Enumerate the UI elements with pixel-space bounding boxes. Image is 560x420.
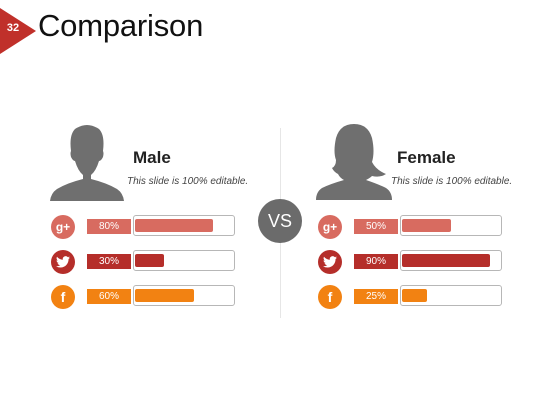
twitter-icon[interactable] xyxy=(318,250,342,274)
female-row-gplus: g+ 50% xyxy=(318,215,504,239)
male-twitter-bar xyxy=(133,250,235,271)
male-twitter-percent: 30% xyxy=(87,254,131,269)
male-gplus-bar xyxy=(133,215,235,236)
male-avatar-icon xyxy=(50,125,124,201)
twitter-icon[interactable] xyxy=(51,250,75,274)
female-facebook-bar xyxy=(400,285,502,306)
female-avatar-icon xyxy=(316,124,392,200)
male-row-twitter: 30% xyxy=(51,250,237,274)
slide-number-badge: 32 xyxy=(0,8,40,54)
google-plus-icon[interactable]: g+ xyxy=(318,215,342,239)
female-facebook-fill xyxy=(402,289,427,302)
male-gplus-fill xyxy=(135,219,213,232)
male-facebook-bar xyxy=(133,285,235,306)
male-row-gplus: g+ 80% xyxy=(51,215,237,239)
male-heading: Male xyxy=(133,148,171,167)
female-gplus-percent: 50% xyxy=(354,219,398,234)
male-row-facebook: f 60% xyxy=(51,285,237,309)
female-facebook-percent: 25% xyxy=(354,289,398,304)
facebook-icon[interactable]: f xyxy=(51,285,75,309)
female-twitter-percent: 90% xyxy=(354,254,398,269)
female-row-twitter: 90% xyxy=(318,250,504,274)
female-twitter-fill xyxy=(402,254,490,267)
facebook-icon[interactable]: f xyxy=(318,285,342,309)
vs-badge: VS xyxy=(258,199,302,243)
female-gplus-bar xyxy=(400,215,502,236)
male-facebook-percent: 60% xyxy=(87,289,131,304)
google-plus-icon[interactable]: g+ xyxy=(51,215,75,239)
male-twitter-fill xyxy=(135,254,164,267)
female-heading: Female xyxy=(397,148,456,167)
female-row-facebook: f 25% xyxy=(318,285,504,309)
male-subtitle: This slide is 100% editable. xyxy=(127,176,249,187)
female-gplus-fill xyxy=(402,219,451,232)
page-title: Comparison xyxy=(38,8,204,43)
slide-number: 32 xyxy=(6,22,20,34)
female-subtitle: This slide is 100% editable. xyxy=(391,176,513,187)
male-facebook-fill xyxy=(135,289,194,302)
male-gplus-percent: 80% xyxy=(87,219,131,234)
female-twitter-bar xyxy=(400,250,502,271)
